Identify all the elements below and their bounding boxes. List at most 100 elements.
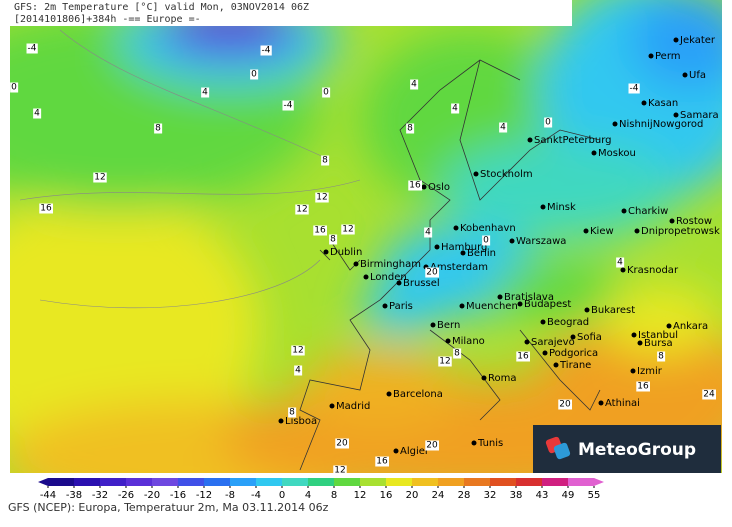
contour-label: 16: [376, 457, 388, 467]
contour-label: 16: [409, 181, 421, 191]
contour-label: 12: [94, 173, 105, 183]
city-label: Berlin: [467, 248, 496, 259]
contour-label-box: [294, 365, 303, 376]
city-label: Milano: [452, 336, 485, 347]
city-dot: [524, 339, 530, 345]
contour-label: 12: [334, 466, 345, 476]
colorbar-segment: [386, 478, 413, 486]
colorbar-tick-label: -26: [118, 490, 134, 501]
city-dot: [497, 294, 503, 300]
colorbar-tick-label: 16: [380, 490, 393, 501]
city-dot: [421, 184, 427, 190]
city-dot: [517, 301, 523, 307]
colorbar-tick-label: -8: [225, 490, 235, 501]
colorbar-tick-label: 55: [588, 490, 601, 501]
colorbar-tick-label: -12: [196, 490, 212, 501]
city-label: Dublin: [330, 247, 362, 258]
footer: GFS (NCEP): Europa, Temperatuur 2m, Ma 0…: [8, 501, 329, 514]
city-label: Bratislava: [504, 292, 554, 303]
city-label: Minsk: [547, 202, 576, 213]
city-dot: [673, 37, 679, 43]
city-dot: [621, 208, 627, 214]
city-label: Birmingham: [360, 259, 421, 270]
contour-label: 4: [617, 258, 623, 268]
city-dot: [460, 250, 466, 256]
colorbar-tick-label: 4: [305, 490, 311, 501]
city-label: Tirane: [559, 360, 591, 371]
city-label: Hamburg: [441, 242, 487, 253]
colorbar-tick-label: 32: [484, 490, 497, 501]
colorbar-arrow: [594, 478, 604, 486]
city-dot: [540, 204, 546, 210]
contour-label: 12: [296, 205, 307, 215]
contour-label: 8: [155, 124, 161, 134]
city-dot: [641, 100, 647, 106]
contour-label: 0: [11, 83, 17, 93]
contour-label-box: [408, 180, 422, 191]
contour-label-box: [544, 117, 553, 128]
city-label: Londen: [370, 272, 407, 283]
city-label: Krasnodar: [627, 265, 679, 276]
city-label: Rostow: [676, 216, 712, 227]
city-label: Izmir: [637, 366, 663, 377]
contour-label: 20: [426, 441, 438, 451]
contour-label: 4: [411, 80, 417, 90]
city-dot: [612, 121, 618, 127]
colorbar-segment: [204, 478, 231, 486]
city-label: Moskou: [598, 148, 636, 159]
contour-label-box: [438, 356, 452, 367]
city-dot: [473, 171, 479, 177]
city-dot: [637, 340, 643, 346]
city-label: Jekater: [679, 35, 716, 46]
city-dot: [584, 307, 590, 313]
contour-label-box: [322, 87, 331, 98]
contour-label: 20: [559, 400, 571, 410]
contour-label: 16: [314, 226, 326, 236]
contour-label-box: [154, 123, 163, 134]
contour-label: -4: [28, 44, 37, 54]
city-label: Muenchen: [466, 301, 518, 312]
colorbar-arrow: [38, 478, 48, 486]
contour-label-box: [482, 235, 491, 246]
contour-label: 4: [202, 88, 208, 98]
city-label: Bukarest: [591, 305, 635, 316]
contour-label: 4: [500, 123, 506, 133]
contour-label: 8: [289, 408, 295, 418]
city-dot: [634, 228, 640, 234]
city-label: SanktPeterburg: [534, 135, 612, 146]
contour-label-box: [291, 345, 305, 356]
contour-label-box: [250, 69, 259, 80]
contour-label: 8: [330, 235, 336, 245]
city-label: Bern: [437, 320, 460, 331]
contour-label: 4: [425, 228, 431, 238]
city-label: Perm: [655, 51, 681, 62]
contour-label-box: [93, 172, 107, 183]
contour-label-box: [201, 87, 210, 98]
contour-label-box: [425, 440, 439, 451]
contour-label: 8: [658, 352, 664, 362]
contour-label: 16: [637, 382, 649, 392]
city-dot: [583, 228, 589, 234]
contour-label-box: [33, 108, 42, 119]
city-dot: [445, 338, 451, 344]
city-dot: [278, 418, 284, 424]
colorbar-segment: [412, 478, 439, 486]
city-dot: [382, 303, 388, 309]
city-dot: [542, 350, 548, 356]
city-dot: [393, 448, 399, 454]
city-label: Oslo: [428, 182, 450, 193]
city-label: Dnipropetrowsk: [641, 226, 720, 237]
colorbar-segment: [516, 478, 543, 486]
contour-label-box: [406, 123, 415, 134]
city-dot: [353, 261, 359, 267]
contour-label-layer: -4 0 4 0 -4 8 12 16 12 8 4 0 -4 -4 4 8 4 0 4 12 16 12 16 20 8 12 8…: [10, 43, 716, 476]
city-dot: [430, 322, 436, 328]
contour-label-box: [295, 204, 309, 215]
city-label: Ufa: [689, 70, 706, 81]
contour-label: 12: [316, 193, 327, 203]
contour-label: 24: [703, 390, 715, 400]
contour-label-box: [702, 389, 716, 400]
city-label: Algier: [400, 446, 430, 457]
